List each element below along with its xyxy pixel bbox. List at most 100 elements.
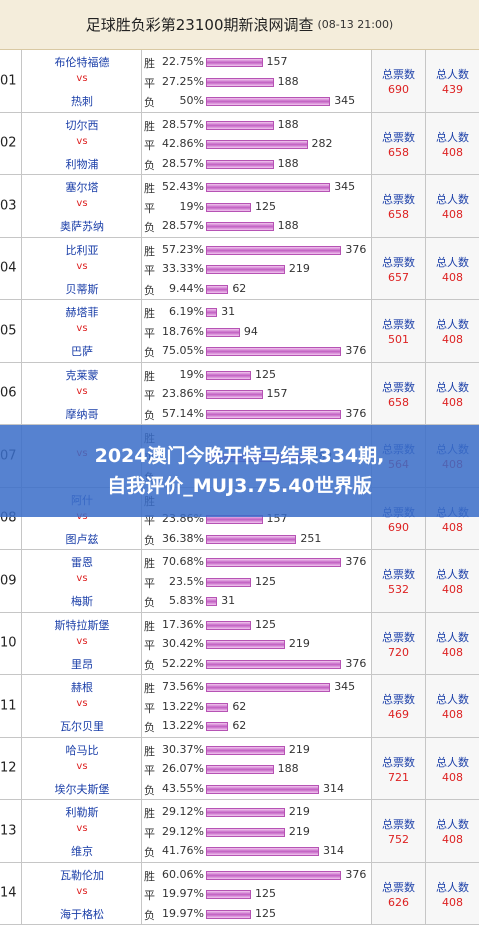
loss-line: 负 52.22% 376	[142, 655, 372, 674]
away-team[interactable]: 奥萨苏纳	[60, 220, 104, 233]
draw-percent: 27.25%	[162, 74, 204, 88]
win-percent: 52.43%	[162, 180, 204, 193]
home-team[interactable]: 赫根	[71, 681, 93, 694]
match-number-cell: 03	[0, 175, 22, 237]
home-team[interactable]: 哈马比	[65, 743, 99, 757]
win-label: 胜	[144, 119, 155, 133]
draw-line: 平 30.42% 219	[142, 635, 372, 654]
draw-vote-bar	[206, 765, 274, 774]
away-team[interactable]: 贝蒂斯	[65, 282, 99, 296]
loss-count: 376	[345, 344, 367, 357]
win-count: 219	[288, 805, 310, 818]
match-number: 01	[0, 73, 17, 89]
away-team[interactable]: 图卢兹	[65, 532, 99, 546]
draw-percent: 42.86%	[162, 137, 204, 150]
win-count: 31	[221, 305, 236, 318]
away-team[interactable]: 巴萨	[71, 345, 93, 358]
home-team[interactable]: 雷恩	[71, 556, 93, 569]
loss-count: 345	[334, 94, 356, 107]
win-line: 胜 70.68% 376	[142, 553, 372, 572]
win-percent: 29.12%	[162, 805, 204, 818]
win-vote-bar	[206, 870, 342, 880]
draw-line: 平 26.07% 188	[142, 760, 372, 779]
total-people-label: 总人数	[436, 818, 469, 831]
total-votes-value: 658	[388, 145, 409, 159]
home-team[interactable]: 瓦勒伦加	[60, 868, 104, 882]
draw-count: 62	[232, 699, 247, 713]
away-team[interactable]: 热刺	[71, 95, 93, 108]
away-team[interactable]: 瓦尔贝里	[60, 720, 104, 733]
draw-percent: 29.12%	[162, 824, 204, 838]
total-votes-value: 658	[388, 208, 409, 221]
away-team[interactable]: 摩纳哥	[65, 407, 99, 421]
match-row: 11 赫根 vs 瓦尔贝里 胜 73.56% 345 平 13.22% 62 负 13.22% 62 总票…	[0, 675, 479, 738]
home-team[interactable]: 克莱蒙	[65, 368, 99, 382]
loss-percent: 5.83%	[169, 594, 204, 607]
draw-percent: 23.86%	[162, 387, 204, 400]
total-votes-value: 752	[388, 833, 409, 846]
match-number-cell: 13	[0, 800, 22, 862]
total-people-label: 总人数	[436, 568, 469, 581]
survey-date: (08-13 21:00)	[317, 18, 394, 31]
draw-vote-bar	[206, 577, 251, 587]
loss-count: 314	[323, 781, 345, 795]
away-team[interactable]: 埃尔夫斯堡	[54, 782, 110, 796]
home-team[interactable]: 比利亚	[65, 243, 99, 257]
total-people-value: 408	[442, 145, 463, 159]
loss-vote-bar	[206, 909, 251, 919]
home-team[interactable]: 斯特拉斯堡	[54, 618, 110, 632]
total-people-value: 408	[442, 645, 463, 659]
win-count: 125	[255, 617, 276, 631]
draw-label: 平	[144, 764, 155, 777]
home-team[interactable]: 切尔西	[65, 118, 99, 132]
away-team[interactable]: 维京	[71, 845, 93, 858]
loss-percent: 43.55%	[162, 781, 204, 795]
teams-cell: 斯特拉斯堡 vs 里昂	[22, 612, 142, 674]
vs-label: vs	[76, 198, 88, 209]
draw-percent: 19%	[179, 199, 204, 213]
win-label: 胜	[144, 744, 155, 758]
draw-count: 157	[266, 387, 288, 400]
home-team[interactable]: 塞尔塔	[65, 181, 99, 194]
loss-label: 负	[144, 596, 155, 609]
home-team[interactable]: 赫塔菲	[65, 306, 99, 319]
loss-line: 负 28.57% 188	[142, 217, 372, 236]
away-team[interactable]: 利物浦	[65, 157, 99, 171]
vs-label: vs	[76, 135, 88, 147]
draw-count: 94	[243, 324, 258, 338]
away-team[interactable]: 里昂	[71, 657, 93, 671]
match-row: 13 利勒斯 vs 维京 胜 29.12% 219 平 29.12% 219 负 41.76% 314 总…	[0, 800, 479, 863]
draw-percent: 19.97%	[162, 887, 204, 900]
draw-percent: 23.5%	[169, 574, 204, 588]
away-team[interactable]: 梅斯	[71, 595, 93, 608]
draw-count: 125	[255, 887, 276, 900]
match-number: 13	[0, 823, 17, 839]
loss-line: 负 19.97% 125	[142, 905, 372, 924]
total-people-value: 408	[442, 583, 463, 596]
win-count: 345	[334, 680, 356, 693]
total-people-value: 408	[442, 333, 463, 346]
match-number-cell: 10	[0, 612, 22, 674]
away-team[interactable]: 海于格松	[60, 907, 104, 921]
home-team[interactable]: 利勒斯	[65, 806, 99, 819]
home-team[interactable]: 布伦特福德	[54, 56, 110, 69]
win-count: 157	[266, 55, 288, 68]
loss-label: 负	[144, 96, 155, 109]
total-votes-label: 总票数	[382, 193, 415, 206]
total-votes-cell: 总票数 658	[372, 175, 426, 237]
overlay-line-1: 2024澳门今晚开特马结果334期,	[94, 445, 385, 467]
total-votes-cell: 总票数 658	[372, 362, 426, 424]
draw-vote-bar	[206, 640, 285, 649]
loss-line: 负 5.83% 31	[142, 592, 372, 611]
win-line: 胜 60.06% 376	[142, 866, 372, 885]
total-people-label: 总人数	[436, 630, 469, 644]
total-votes-cell: 总票数 657	[372, 237, 426, 299]
teams-cell: 切尔西 vs 利物浦	[22, 112, 142, 174]
total-votes-cell: 总票数 469	[372, 675, 426, 737]
match-number: 04	[0, 260, 17, 276]
teams-cell: 利勒斯 vs 维京	[22, 800, 142, 862]
win-count: 376	[345, 867, 367, 881]
draw-line: 平 27.25% 188	[142, 73, 372, 92]
loss-percent: 28.57%	[162, 156, 204, 170]
